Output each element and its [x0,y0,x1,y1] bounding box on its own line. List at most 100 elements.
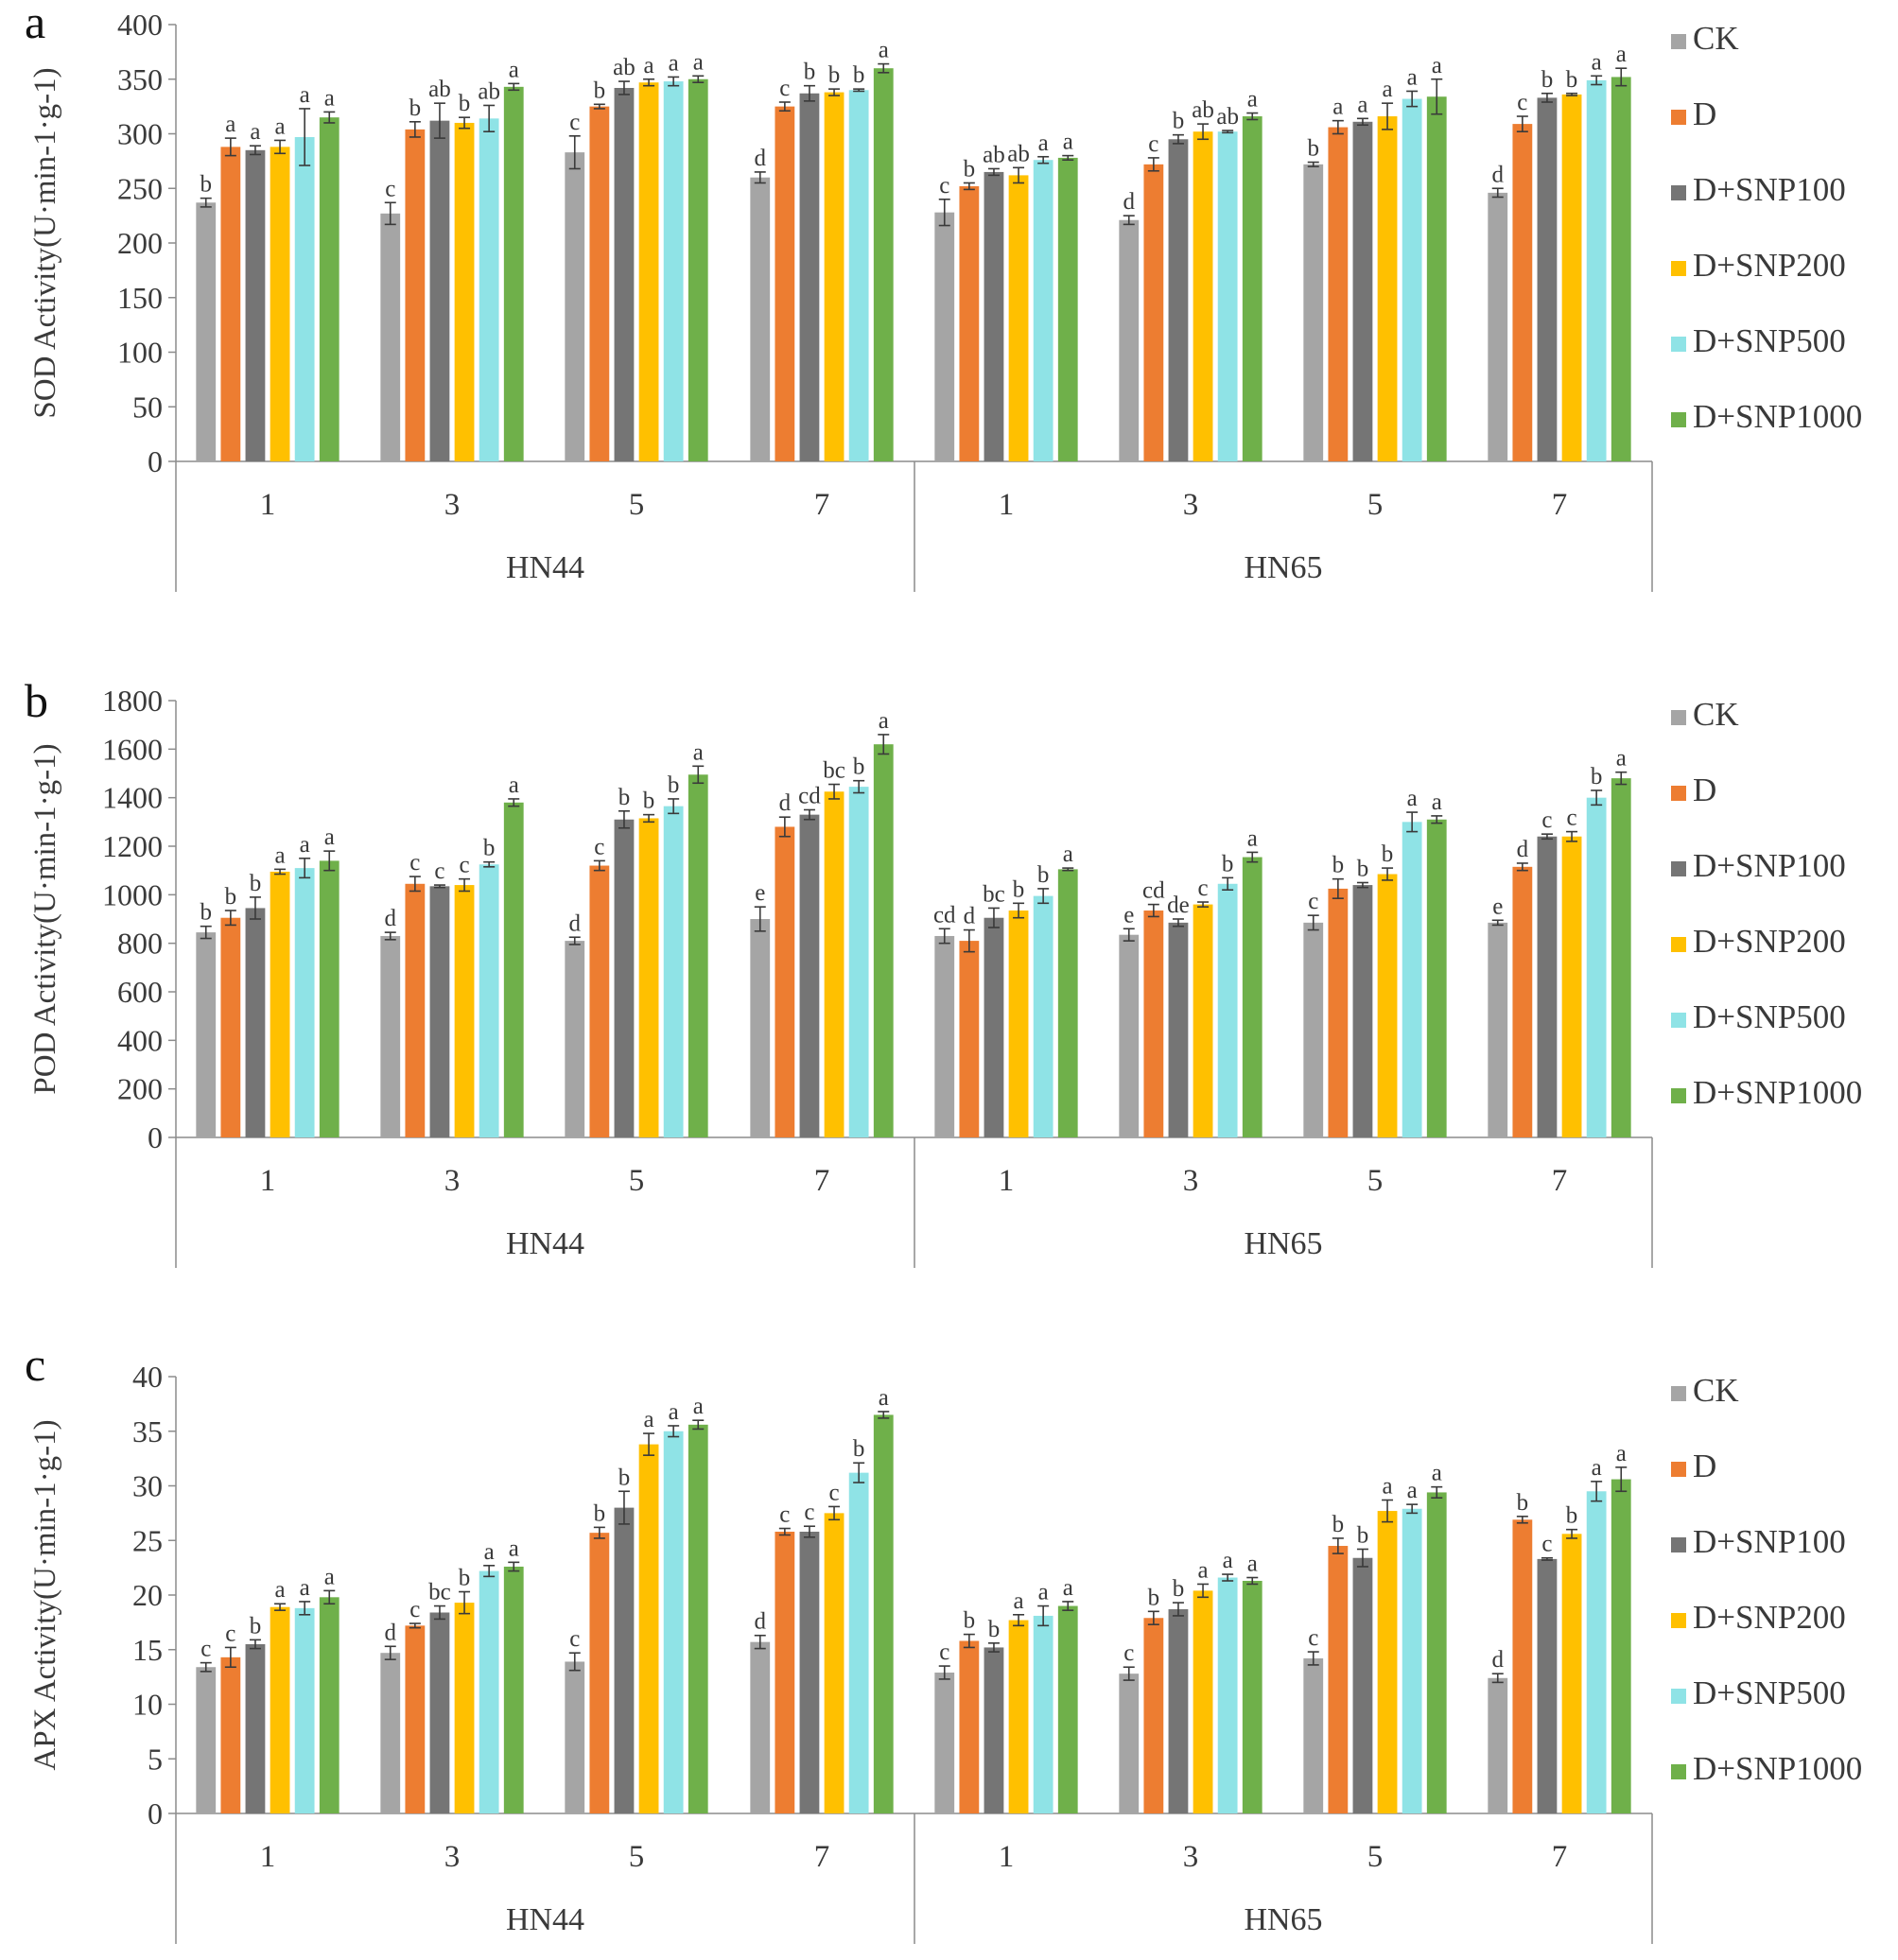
significance-label: a [1063,841,1073,867]
bar-ck [1119,1674,1140,1813]
significance-label: cd [798,784,821,809]
bar-dsnp200 [1377,874,1398,1137]
significance-label: b [1541,67,1554,93]
bar-dsnp1000 [1057,1605,1078,1813]
bar-ck [750,919,771,1137]
significance-label: ab [1007,141,1030,166]
x-category-label: 1 [260,488,276,522]
legend-label: D+SNP1000 [1693,1750,1862,1787]
y-tick-label: 350 [117,62,163,96]
x-category-label: 3 [444,1840,461,1874]
significance-label: b [1013,876,1025,902]
legend-swatch [1671,861,1686,876]
bar-d [1512,1519,1533,1813]
bar-dsnp200 [824,791,845,1137]
bar-dsnp100 [984,171,1004,462]
significance-label: b [200,900,213,926]
significance-label: a [1407,64,1418,90]
legend-swatch [1671,1689,1686,1704]
bar-dsnp1000 [503,1566,524,1813]
y-tick-label: 600 [117,975,163,1009]
significance-label: b [1332,853,1345,878]
significance-label: a [1382,1474,1392,1500]
bar-dsnp500 [663,806,684,1137]
significance-label: a [509,57,519,82]
bar-dsnp1000 [873,68,894,461]
bar-dsnp1000 [503,86,524,462]
significance-label: a [274,842,285,868]
bar-dsnp200 [1377,1511,1398,1813]
bar-dsnp100 [429,886,450,1137]
significance-label: d [1123,189,1136,215]
significance-label: b [1517,1490,1529,1516]
legend-label: D+SNP200 [1693,247,1846,284]
x-group-label: HN44 [506,550,584,585]
y-tick-label: 15 [132,1633,163,1667]
significance-label: b [250,871,262,896]
bar-dsnp100 [614,819,635,1137]
bar-dsnp1000 [319,117,340,462]
bar-dsnp1000 [1242,857,1262,1137]
bar-dsnp500 [294,136,315,461]
significance-label: ab [428,77,451,102]
bar-d [1328,888,1349,1137]
significance-label: a [1247,825,1258,851]
significance-label: a [693,49,704,75]
significance-label: b [828,62,841,88]
legend-swatch [1671,786,1686,801]
x-group-label: HN65 [1244,550,1322,585]
bar-dsnp500 [1217,883,1238,1137]
x-category-label: 5 [1367,488,1384,522]
bar-dsnp100 [1168,139,1189,461]
bar-dsnp1000 [319,1597,340,1813]
x-category-label: 5 [1367,1840,1384,1874]
significance-label: a [1247,87,1258,113]
legend-swatch [1671,1013,1686,1028]
bar-dsnp500 [848,1472,869,1813]
bar-dsnp1000 [319,860,340,1137]
y-tick-label: 250 [117,171,163,205]
y-axis-label: APX Activity(U·min-1·g-1) [28,1419,62,1770]
bar-dsnp200 [1193,131,1213,461]
x-category-label: 3 [1183,488,1199,522]
legend-swatch [1671,1613,1686,1628]
bar-dsnp200 [1193,904,1213,1137]
y-tick-label: 0 [148,444,163,478]
bar-d [775,826,795,1137]
significance-label: a [1223,1548,1233,1573]
significance-label: a [1197,1557,1208,1583]
legend-swatch [1671,1386,1686,1401]
significance-label: b [483,836,496,861]
y-tick-label: 200 [117,226,163,260]
y-tick-label: 35 [132,1414,163,1448]
x-group-label: HN44 [506,1226,584,1261]
bar-ck [1119,219,1140,461]
x-category-label: 3 [1183,1840,1199,1874]
bar-dsnp100 [245,149,266,461]
bar-d [1328,127,1349,461]
bar-ck [1303,164,1324,461]
bar-dsnp500 [1586,797,1607,1137]
bar-d [405,129,426,461]
significance-label: a [1432,789,1442,815]
significance-label: a [225,112,235,137]
bar-dsnp1000 [1611,77,1631,461]
significance-label: b [853,755,865,780]
significance-label: c [828,1480,839,1505]
y-tick-label: 20 [132,1578,163,1612]
bar-ck [565,152,585,461]
significance-label: ab [1216,104,1239,130]
significance-label: b [804,60,816,85]
significance-label: d [1492,1647,1505,1673]
significance-label: b [1382,841,1394,867]
legend-label: D+SNP1000 [1693,1074,1862,1111]
bar-d [775,106,795,461]
bar-dsnp100 [245,908,266,1137]
significance-label: c [939,173,949,199]
bar-dsnp200 [1193,1590,1213,1813]
bar-dsnp200 [638,1444,659,1813]
significance-label: d [385,1620,397,1645]
y-tick-label: 0 [148,1796,163,1830]
